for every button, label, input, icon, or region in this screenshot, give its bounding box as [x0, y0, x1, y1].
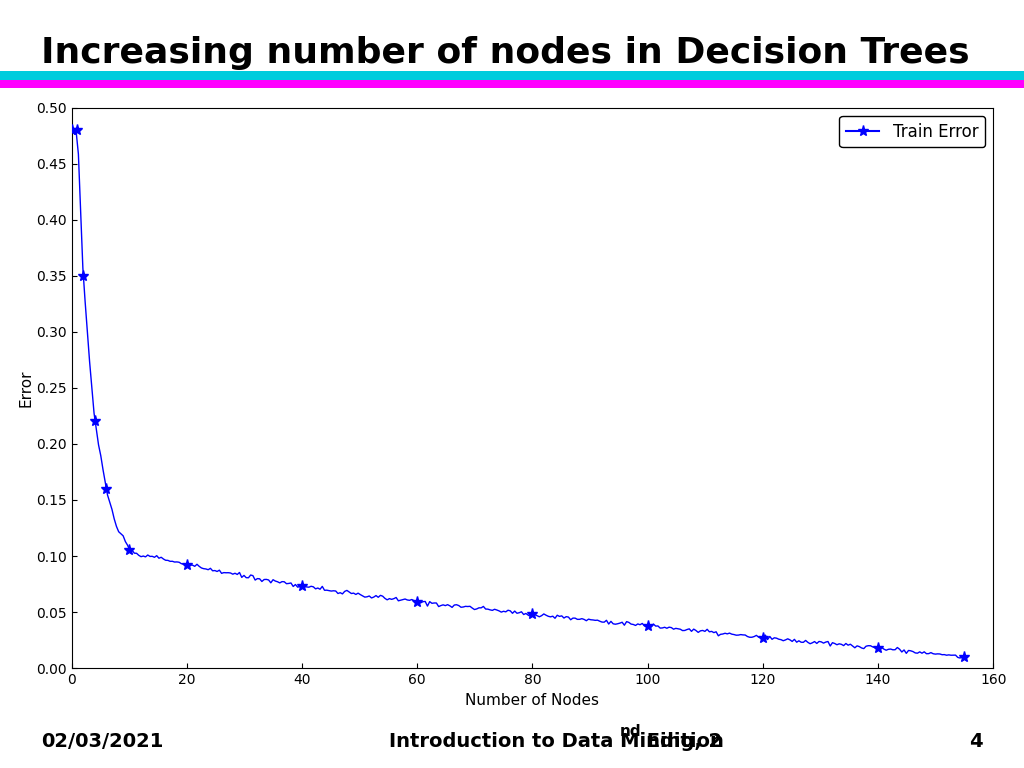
Text: Introduction to Data Mining, 2: Introduction to Data Mining, 2 [389, 732, 722, 750]
Text: Edition: Edition [640, 732, 724, 750]
Bar [0, 80, 1024, 88]
Text: nd: nd [620, 724, 641, 739]
Legend: Train Error: Train Error [840, 116, 985, 147]
Text: 4: 4 [970, 732, 983, 750]
X-axis label: Number of Nodes: Number of Nodes [466, 693, 599, 707]
Y-axis label: Error: Error [18, 369, 34, 406]
Text: Increasing number of nodes in Decision Trees: Increasing number of nodes in Decision T… [41, 36, 970, 70]
Bar [0, 71, 1024, 80]
Text: 02/03/2021: 02/03/2021 [41, 732, 164, 750]
